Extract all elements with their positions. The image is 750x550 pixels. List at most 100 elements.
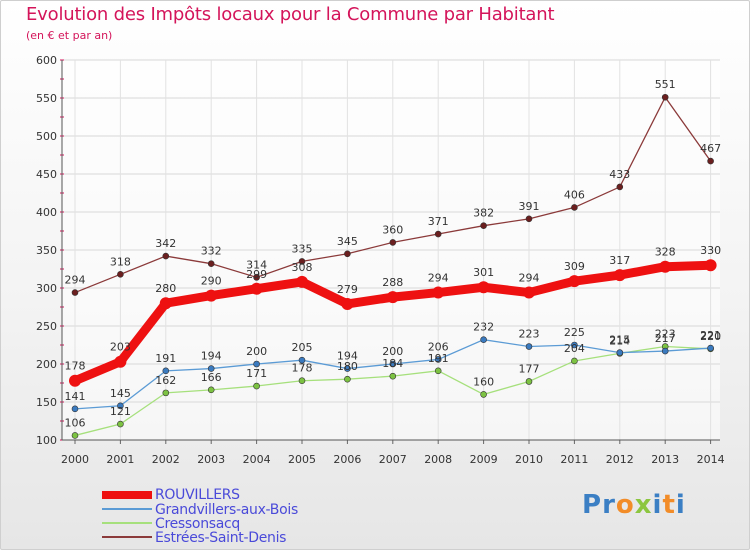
data-label-estr-es-saint-denis: 318 [110,255,131,268]
logo-letter: P [582,490,603,520]
y-tick-label: 500 [36,130,57,143]
data-point-rouvillers [432,286,445,299]
logo-letter: t [662,490,676,520]
data-point-grandvillers-aux-bois [616,349,624,356]
data-label-estr-es-saint-denis: 360 [382,223,403,236]
data-point-rouvillers [613,269,626,282]
data-point-estr-es-saint-denis [253,274,260,281]
data-label-grandvillers-aux-bois: 225 [564,326,585,339]
y-tick-label: 450 [36,168,57,181]
x-tick-label: 2011 [560,453,588,466]
data-point-estr-es-saint-denis [707,157,714,165]
data-point-grandvillers-aux-bois [117,402,124,410]
data-point-cressonsacq [389,372,397,380]
data-label-estr-es-saint-denis: 345 [337,235,358,248]
data-label-cressonsacq: 204 [564,342,585,355]
data-label-estr-es-saint-denis: 391 [519,200,540,213]
data-label-grandvillers-aux-bois: 205 [292,341,313,354]
data-point-grandvillers-aux-bois [571,341,578,349]
data-point-grandvillers-aux-bois [71,405,79,413]
data-label-rouvillers: 328 [655,246,676,259]
data-label-cressonsacq: 214 [609,334,630,347]
data-label-cressonsacq: 162 [155,374,176,387]
data-point-estr-es-saint-denis [480,222,487,229]
data-point-estr-es-saint-denis [389,239,397,246]
data-point-grandvillers-aux-bois [480,336,487,343]
data-label-rouvillers: 279 [337,283,358,296]
data-point-rouvillers [341,297,354,310]
data-label-grandvillers-aux-bois: 200 [246,345,267,358]
logo-letter: i [675,490,686,520]
data-label-grandvillers-aux-bois: 232 [473,321,494,334]
x-tick-label: 2004 [243,453,271,466]
legend-label-estrees: Estrées-Saint-Denis [155,530,287,546]
data-label-cressonsacq: 160 [473,375,494,388]
x-tick-label: 2014 [697,453,725,466]
data-label-grandvillers-aux-bois: 145 [110,387,131,400]
logo-letter: r [602,490,616,520]
data-label-rouvillers: 290 [201,275,222,288]
data-point-rouvillers [159,297,172,310]
data-point-grandvillers-aux-bois [207,365,215,372]
data-label-estr-es-saint-denis: 332 [201,245,222,258]
legend-swatch-estrees [102,536,152,538]
data-point-cressonsacq [162,389,170,397]
x-tick-label: 2006 [333,453,361,466]
data-point-rouvillers [69,374,81,387]
data-label-rouvillers: 288 [382,276,403,289]
data-label-grandvillers-aux-bois: 191 [155,352,176,365]
x-tick-label: 2003 [197,453,225,466]
data-label-rouvillers: 309 [564,260,585,273]
data-point-rouvillers [250,282,263,295]
data-point-cressonsacq [525,378,533,385]
legend-swatch-grandvillers [102,508,152,510]
data-label-cressonsacq: 184 [382,357,403,370]
data-point-cressonsacq [298,377,306,385]
data-point-estr-es-saint-denis [71,289,79,296]
data-point-grandvillers-aux-bois [434,356,442,363]
data-point-cressonsacq [571,357,578,365]
data-label-rouvillers: 330 [700,244,721,257]
data-point-estr-es-saint-denis [571,204,578,211]
data-label-estr-es-saint-denis: 433 [609,168,630,181]
data-point-cressonsacq [117,420,124,428]
chart-subtitle: (en € et par an) [26,29,113,42]
data-label-rouvillers: 280 [155,282,176,295]
x-tick-label: 2008 [424,453,452,466]
data-point-cressonsacq [480,391,487,398]
x-tick-label: 2002 [152,453,180,466]
data-point-estr-es-saint-denis [162,252,170,260]
x-tick-label: 2010 [515,453,543,466]
data-label-cressonsacq: 220 [700,330,721,343]
x-tick-label: 2012 [606,453,634,466]
data-label-cressonsacq: 106 [65,416,86,429]
data-label-estr-es-saint-denis: 294 [65,274,86,287]
data-point-grandvillers-aux-bois [162,367,170,375]
data-point-rouvillers [114,355,127,368]
y-tick-label: 150 [36,396,57,409]
data-label-grandvillers-aux-bois: 217 [655,332,676,345]
data-label-estr-es-saint-denis: 314 [246,258,267,271]
x-tick-label: 2009 [470,453,498,466]
data-label-estr-es-saint-denis: 371 [428,215,449,228]
data-point-estr-es-saint-denis [117,271,124,278]
chart-title: Evolution des Impôts locaux pour la Comm… [26,4,555,25]
y-tick-label: 100 [36,434,57,447]
y-tick-label: 550 [36,92,57,105]
data-label-cressonsacq: 121 [110,405,131,418]
data-point-rouvillers [659,260,672,273]
data-point-rouvillers [386,291,399,304]
data-point-grandvillers-aux-bois [661,347,669,355]
data-label-cressonsacq: 178 [292,362,313,375]
data-point-cressonsacq [71,432,79,439]
data-point-grandvillers-aux-bois [298,356,306,364]
y-tick-label: 350 [36,244,57,257]
data-point-grandvillers-aux-bois [344,365,351,372]
data-point-estr-es-saint-denis [434,230,442,238]
data-label-estr-es-saint-denis: 335 [292,242,313,255]
legend-label-cressonsacq: Cressonsacq [155,516,241,532]
data-point-cressonsacq [434,367,442,375]
data-label-grandvillers-aux-bois: 194 [201,350,222,363]
logo-letter: o [615,490,635,520]
